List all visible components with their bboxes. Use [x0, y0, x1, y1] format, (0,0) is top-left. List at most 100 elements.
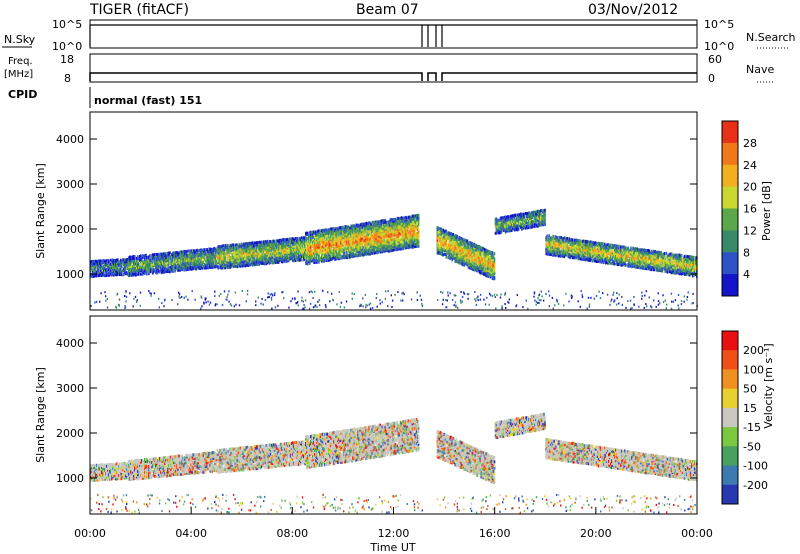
power-cell	[272, 261, 275, 265]
power-cell	[297, 240, 300, 244]
power-cell	[213, 265, 215, 269]
power-cell	[215, 263, 218, 267]
power-cell	[172, 258, 174, 262]
power-cell	[196, 251, 198, 255]
power-cell	[92, 261, 94, 265]
power-cell	[156, 262, 158, 265]
power-cell	[131, 273, 133, 277]
power-cell	[276, 248, 279, 252]
power-cell	[249, 254, 252, 258]
power-cell	[97, 272, 99, 276]
power-cell	[163, 270, 165, 274]
power-cell	[202, 261, 204, 265]
power-cell	[102, 261, 104, 265]
power-cell	[129, 257, 132, 261]
power-cell	[318, 238, 320, 242]
power-cell	[218, 252, 221, 256]
power-cell	[210, 261, 212, 265]
power-cell	[349, 255, 351, 259]
power-cell	[161, 256, 163, 260]
power-cell	[352, 228, 354, 232]
power-cell	[331, 256, 333, 260]
power-cell	[191, 266, 193, 270]
power-cell	[219, 248, 222, 252]
power-cell	[227, 258, 230, 262]
power-cell	[104, 274, 106, 278]
power-cell	[180, 263, 182, 267]
power-cell	[270, 243, 273, 247]
power-cell	[221, 260, 224, 264]
power-cell	[342, 236, 344, 240]
power-cell	[285, 243, 288, 247]
power-cell	[346, 225, 348, 229]
power-cell	[301, 258, 303, 262]
power-cell	[112, 271, 114, 275]
power-cell	[194, 253, 196, 257]
power-cell	[349, 242, 351, 246]
power-cell	[98, 259, 100, 263]
power-cell	[188, 257, 190, 261]
power-cell	[354, 243, 356, 247]
power-cell	[179, 261, 181, 265]
power-cell	[299, 247, 302, 251]
power-cell	[299, 253, 302, 257]
power-cell	[270, 249, 273, 253]
power-cell	[272, 246, 275, 250]
power-cell	[228, 245, 231, 249]
power-cell	[266, 251, 269, 255]
power-cell	[316, 233, 318, 237]
power-cell	[97, 266, 99, 270]
power-cell	[277, 239, 280, 243]
power-cell	[307, 262, 309, 266]
power-cell	[337, 238, 339, 242]
power-cell	[140, 267, 142, 271]
power-cell	[302, 254, 304, 258]
power-cell	[345, 245, 347, 249]
power-cell	[184, 252, 186, 256]
power-cell	[114, 269, 116, 273]
power-cell	[346, 245, 348, 249]
power-cell	[259, 248, 262, 252]
power-cell	[220, 252, 223, 256]
power-cell	[266, 258, 269, 262]
power-cell	[131, 271, 133, 275]
power-cell	[350, 253, 352, 257]
power-cell	[133, 264, 135, 268]
power-cell	[170, 260, 172, 264]
power-cell	[211, 265, 213, 269]
power-cell	[226, 243, 229, 247]
power-cell	[145, 257, 147, 261]
power-cell	[189, 264, 191, 268]
power-cell	[356, 243, 358, 247]
power-cell	[224, 266, 227, 270]
power-cell	[241, 264, 244, 268]
power-cell	[162, 270, 164, 274]
power-cell	[99, 267, 101, 271]
power-cell	[286, 240, 289, 244]
power-cell	[350, 226, 352, 230]
power-cell	[201, 254, 203, 258]
power-cell	[336, 246, 338, 250]
power-cell	[156, 265, 158, 269]
power-cell	[324, 250, 326, 254]
power-cell	[292, 248, 295, 252]
power-cell	[362, 235, 364, 238]
power-cell	[167, 251, 169, 255]
power-cell	[128, 266, 131, 270]
power-cell	[158, 266, 160, 269]
power-cell	[287, 248, 290, 252]
power-cell	[314, 246, 316, 250]
power-cell	[247, 254, 250, 258]
power-cell	[307, 246, 309, 249]
power-cell	[216, 265, 219, 269]
power-cell	[254, 250, 257, 254]
power-cell	[334, 254, 336, 258]
power-cell	[202, 250, 204, 254]
power-cell	[237, 257, 240, 261]
power-cell	[326, 246, 328, 250]
power-cell	[138, 271, 140, 275]
power-cell	[259, 244, 262, 248]
power-cell	[109, 266, 111, 270]
power-cell	[201, 261, 203, 264]
power-cell	[305, 253, 307, 257]
